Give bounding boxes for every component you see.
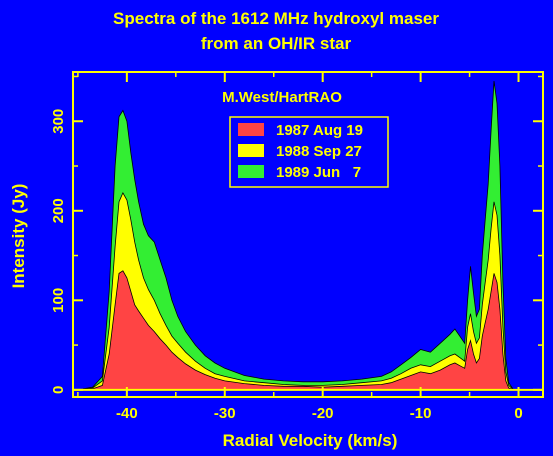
axes: -40 -30 -20 -10 0 0 100 200 300	[50, 71, 544, 422]
x-axis-label: Radial Velocity (km/s)	[223, 431, 398, 450]
x-tick-label: 0	[514, 405, 522, 422]
legend-box	[229, 116, 389, 188]
y-tick-label: 200	[50, 198, 67, 223]
y-tick-label: 300	[50, 109, 67, 134]
chart-title: Spectra of the 1612 MHz hydroxyl maser	[113, 9, 439, 28]
series-area-1987-aug-19	[77, 270, 539, 391]
x-tick-label: -30	[214, 405, 236, 422]
legend: 1987 Aug 19 1988 Sep 27 1989 Jun 7	[229, 116, 389, 188]
plot-area	[77, 80, 539, 391]
x-tick-label: -20	[312, 405, 334, 422]
legend-swatch	[238, 123, 264, 136]
legend-label: 1987 Aug 19	[276, 122, 363, 139]
legend-label: 1989 Jun 7	[276, 164, 361, 181]
legend-swatch	[238, 165, 264, 178]
chart-annotation: M.West/HartRAO	[222, 89, 342, 106]
plot-frame	[72, 71, 544, 398]
chart-subtitle: from an OH/IR star	[201, 34, 352, 53]
legend-swatch	[238, 144, 264, 157]
x-tick-label: -40	[116, 405, 138, 422]
x-tick-label: -10	[410, 405, 432, 422]
legend-label: 1988 Sep 27	[276, 143, 362, 160]
y-tick-label: 0	[50, 386, 67, 394]
y-tick-label: 100	[50, 288, 67, 313]
y-axis-label: Intensity (Jy)	[9, 184, 28, 289]
